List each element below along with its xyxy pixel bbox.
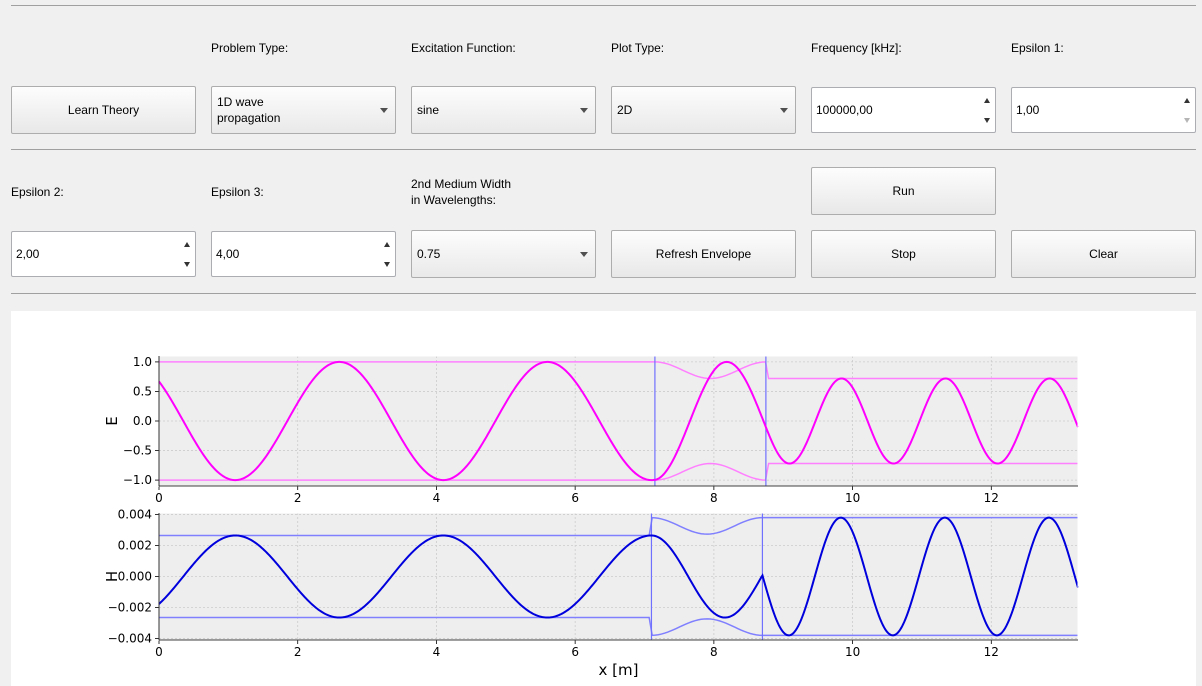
spin-up-icon[interactable] [181,233,194,254]
chevron-down-icon [580,252,588,257]
y-axis-label: E [103,416,121,425]
y-tick-label: 0.002 [118,539,152,553]
refresh-envelope-button[interactable]: Refresh Envelope [611,230,796,278]
x-tick-label: 12 [984,491,999,505]
epsilon3-spin-buttons [381,233,394,275]
envelope-lower [159,462,1078,481]
wave-series-line [158,360,1079,482]
spin-down-icon[interactable] [981,110,994,131]
x-tick-label: 0 [155,645,163,659]
y-tick-label: −0.002 [108,600,152,614]
epsilon3-value[interactable]: 4,00 [216,247,240,261]
y-tick-label: −0.004 [108,631,152,645]
spin-up-icon[interactable] [381,233,394,254]
spin-down-icon[interactable] [1181,110,1194,131]
plot-type-value: 2D [617,103,633,117]
medium-width-select[interactable]: 0.75 [411,230,596,278]
excitation-function-label: Excitation Function: [411,41,516,55]
frequency-value[interactable]: 100000,00 [816,103,873,117]
x-tick-label: 10 [845,491,860,505]
separator-bottom [11,293,1196,294]
learn-theory-button[interactable]: Learn Theory [11,86,196,134]
y-tick-label: 0.004 [118,508,152,522]
spin-up-icon[interactable] [981,89,994,110]
frequency-spin-buttons [981,89,994,131]
epsilon2-spinbox[interactable]: 2,00 [11,231,196,277]
plot-canvas: 0 2 4 6 8 10 12 1.0 0.5 0.0 −0.5 −1.0 E 0 2 4 6 8 10 12 0.00… [11,311,1196,686]
excitation-function-value: sine [417,103,440,117]
x-tick-label: 0 [155,491,163,505]
epsilon1-label: Epsilon 1: [1011,41,1064,55]
y-tick-label: 0.0 [133,414,152,428]
epsilon3-spinbox[interactable]: 4,00 [211,231,396,277]
spin-down-icon[interactable] [381,254,394,275]
x-tick-label: 12 [984,645,999,659]
medium-width-value: 0.75 [417,247,441,261]
excitation-function-select[interactable]: sine [411,86,596,134]
x-tick-label: 2 [294,491,302,505]
epsilon2-value[interactable]: 2,00 [16,247,40,261]
separator-top [11,5,1196,6]
epsilon3-label: Epsilon 3: [211,185,264,199]
envelope-upper [159,361,1078,380]
separator-middle [11,149,1196,150]
x-axis-label: x [m] [599,661,639,679]
x-tick-label: 10 [845,645,860,659]
problem-type-label: Problem Type: [211,41,289,55]
plot-type-select[interactable]: 2D [611,86,796,134]
chevron-down-icon [780,108,788,113]
x-tick-label: 2 [294,645,302,659]
plot-type-label: Plot Type: [611,41,665,55]
epsilon2-label: Epsilon 2: [11,185,64,199]
run-button[interactable]: Run [811,167,996,215]
x-tick-label: 4 [433,491,441,505]
y-tick-label: −0.5 [123,444,152,458]
envelope-upper [159,516,1078,537]
frequency-spinbox[interactable]: 100000,00 [811,87,996,133]
y-tick-label: −1.0 [123,473,152,487]
x-tick-label: 8 [710,491,718,505]
clear-button[interactable]: Clear [1011,230,1196,278]
spin-down-icon[interactable] [181,254,194,275]
x-tick-label: 4 [433,645,441,659]
problem-type-value: 1D wave propagation [217,95,281,125]
medium-width-label: 2nd Medium Width in Wavelengths: [411,177,512,207]
y-axis-label: H [103,571,121,582]
chevron-down-icon [580,108,588,113]
epsilon1-spin-buttons [1181,89,1194,131]
frequency-label: Frequency [kHz]: [811,41,902,55]
wave-series-line [158,516,1079,637]
y-tick-label: 0.5 [133,384,152,398]
epsilon1-spinbox[interactable]: 1,00 [1011,87,1196,133]
x-tick-label: 6 [571,491,579,505]
envelope-lower [159,616,1078,637]
y-tick-label: 0.000 [118,570,152,584]
plot-figure: 0 2 4 6 8 10 12 1.0 0.5 0.0 −0.5 −1.0 E 0 2 4 6 8 10 12 0.00… [103,355,1079,679]
chevron-down-icon [380,108,388,113]
problem-type-select[interactable]: 1D wave propagation [211,86,396,134]
epsilon1-value[interactable]: 1,00 [1016,103,1040,117]
x-tick-label: 8 [710,645,718,659]
spin-up-icon[interactable] [1181,89,1194,110]
epsilon2-spin-buttons [181,233,194,275]
stop-button[interactable]: Stop [811,230,996,278]
x-tick-label: 6 [571,645,579,659]
y-tick-label: 1.0 [133,355,152,369]
